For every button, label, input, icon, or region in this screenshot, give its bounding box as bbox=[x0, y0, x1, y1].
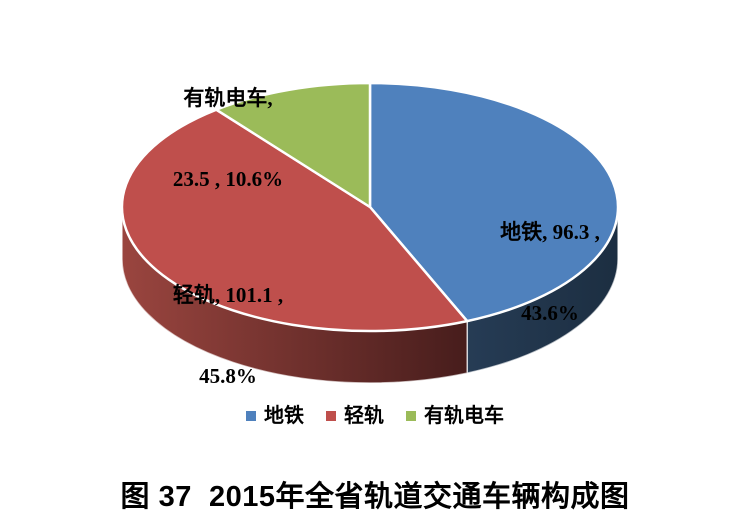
pie-slice-light-rail bbox=[120, 108, 469, 333]
legend-label-light-rail: 轻轨 bbox=[344, 405, 384, 427]
legend-label-metro: 地铁 bbox=[264, 405, 304, 427]
slice-label-metro-line1: 地铁, 96.3 , bbox=[500, 220, 600, 244]
legend-swatch-tram-icon bbox=[406, 411, 416, 421]
slice-label-metro-line2: 43.6% bbox=[521, 301, 579, 325]
pie-chart: 有轨电车, 23.5 , 10.6% 地铁, 96.3 , 43.6% 轻轨, … bbox=[88, 31, 690, 444]
pie-3d-canvas bbox=[120, 81, 620, 384]
legend-label-tram: 有轨电车 bbox=[424, 405, 504, 427]
legend-swatch-metro-icon bbox=[246, 411, 256, 421]
slice-label-light-rail: 轻轨, 101.1 , 45.8% bbox=[88, 228, 368, 444]
legend-item-metro: 地铁 bbox=[246, 402, 304, 430]
slice-label-light-rail-line1: 轻轨, 101.1 , bbox=[172, 283, 284, 307]
figure-title: 图 37 2015年全省轨道交通车辆构成图 bbox=[120, 481, 630, 513]
pie-slice-tram bbox=[215, 81, 372, 209]
slice-label-metro: 地铁, 96.3 , 43.6% bbox=[410, 165, 690, 381]
slice-label-tram: 有轨电车, 23.5 , 10.6% bbox=[88, 31, 368, 247]
legend-item-light-rail: 轻轨 bbox=[326, 402, 384, 430]
slice-label-tram-line2: 23.5 , 10.6% bbox=[172, 167, 284, 191]
pie-slice-metro bbox=[368, 81, 620, 323]
legend-swatch-light-rail-icon bbox=[326, 411, 336, 421]
legend-item-tram: 有轨电车 bbox=[406, 402, 504, 430]
slice-label-light-rail-line2: 45.8% bbox=[199, 364, 257, 388]
chart-legend: 地铁 轻轨 有轨电车 bbox=[0, 402, 750, 430]
slice-label-tram-line1: 有轨电车, bbox=[183, 86, 273, 110]
